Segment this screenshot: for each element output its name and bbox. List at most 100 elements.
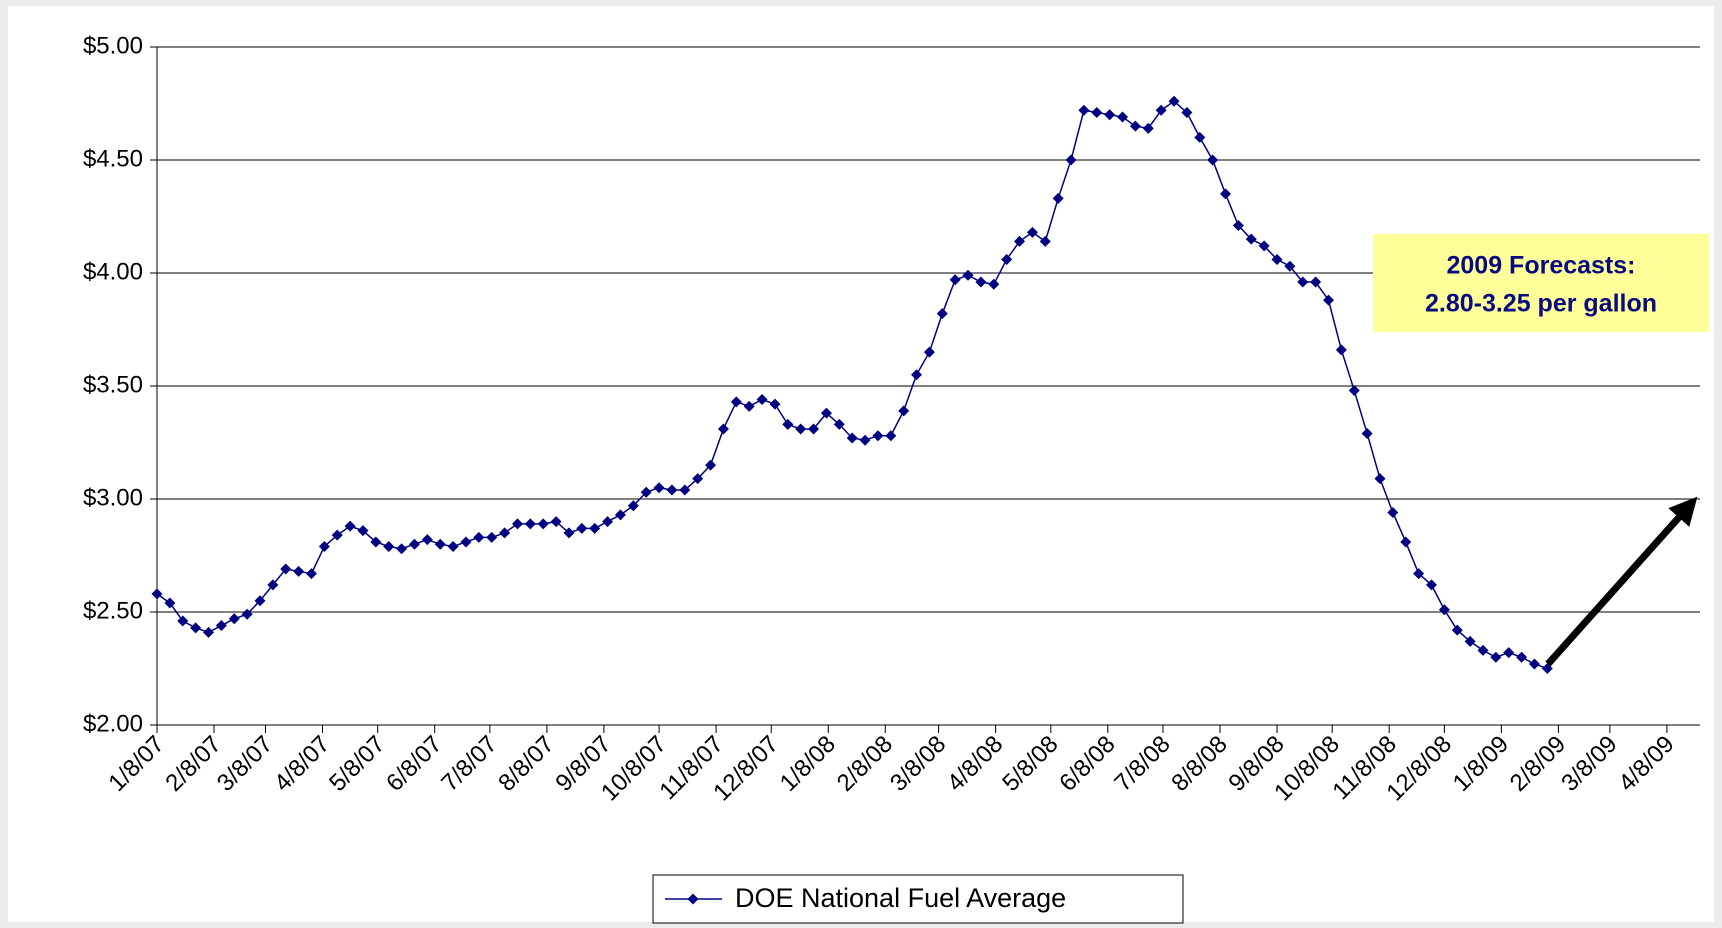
data-point (396, 543, 408, 555)
data-point (808, 423, 820, 435)
data-point (820, 407, 832, 419)
data-point (1194, 131, 1206, 143)
data-point (499, 527, 511, 539)
data-point (576, 522, 588, 534)
data-point (1387, 507, 1399, 519)
data-point (1258, 240, 1270, 252)
data-point (1335, 344, 1347, 356)
data-point (898, 405, 910, 417)
annotation-box (1373, 234, 1709, 332)
data-point (923, 346, 935, 358)
data-point (563, 527, 575, 539)
data-point (717, 423, 729, 435)
data-point (962, 269, 974, 281)
data-point (164, 597, 176, 609)
data-point (280, 563, 292, 575)
data-point (473, 531, 485, 543)
data-point (408, 538, 420, 550)
data-point (1117, 111, 1129, 123)
data-point (1014, 235, 1026, 247)
data-point (911, 369, 923, 381)
data-point (679, 484, 691, 496)
data-point (653, 482, 665, 494)
data-point (975, 276, 987, 288)
data-point (1425, 579, 1437, 591)
data-point (1168, 95, 1180, 107)
data-point (795, 423, 807, 435)
data-point (1026, 226, 1038, 238)
data-point (936, 308, 948, 320)
data-point (511, 518, 523, 530)
data-point (1001, 253, 1013, 265)
data-point (589, 522, 601, 534)
data-point (1451, 624, 1463, 636)
data-point (305, 568, 317, 580)
data-point (1104, 109, 1116, 121)
data-point (602, 516, 614, 528)
data-point (1400, 536, 1412, 548)
data-point (1374, 473, 1386, 485)
data-point (743, 400, 755, 412)
data-point (756, 394, 768, 406)
data-point (1181, 107, 1193, 119)
data-point (859, 434, 871, 446)
data-point (1232, 220, 1244, 232)
data-point (1129, 120, 1141, 132)
forecast-arrow (1545, 496, 1698, 667)
data-point (614, 509, 626, 521)
data-point (988, 278, 1000, 290)
data-point (267, 579, 279, 591)
data-point (447, 540, 459, 552)
data-point (357, 525, 369, 537)
data-point (1503, 647, 1515, 659)
y-tick-label: $3.00 (83, 484, 143, 511)
data-point (1464, 635, 1476, 647)
y-tick-label: $5.00 (83, 32, 143, 59)
data-point (885, 430, 897, 442)
data-point (1245, 233, 1257, 245)
data-point (1361, 427, 1373, 439)
annotation-text: 2009 Forecasts: (1446, 252, 1635, 280)
y-tick-label: $4.00 (83, 258, 143, 285)
data-point (705, 459, 717, 471)
data-point (1065, 154, 1077, 166)
data-point (228, 613, 240, 625)
data-point (434, 538, 446, 550)
data-point (1528, 658, 1540, 670)
data-point (241, 608, 253, 620)
data-point (1220, 188, 1232, 200)
data-point (782, 418, 794, 430)
y-tick-label: $2.00 (83, 710, 143, 737)
data-point (1207, 154, 1219, 166)
data-point (190, 622, 202, 634)
data-point (730, 396, 742, 408)
data-point (1413, 568, 1425, 580)
data-point (1438, 604, 1450, 616)
data-point (769, 398, 781, 410)
data-point (486, 531, 498, 543)
legend-marker (687, 893, 699, 905)
data-point (692, 473, 704, 485)
data-point (1516, 651, 1528, 663)
data-point (151, 588, 163, 600)
data-point (666, 484, 678, 496)
data-point (949, 274, 961, 286)
data-point (202, 626, 214, 638)
data-point (1039, 235, 1051, 247)
data-point (1271, 253, 1283, 265)
annotation-text: 2.80-3.25 per gallon (1425, 290, 1657, 318)
data-point (460, 536, 472, 548)
data-point (872, 430, 884, 442)
data-point (1490, 651, 1502, 663)
data-point (421, 534, 433, 546)
data-point (331, 529, 343, 541)
data-point (846, 432, 858, 444)
data-point (550, 516, 562, 528)
data-point (293, 565, 305, 577)
data-point (1477, 644, 1489, 656)
data-point (524, 518, 536, 530)
y-tick-label: $2.50 (83, 597, 143, 624)
data-point (1078, 104, 1090, 116)
